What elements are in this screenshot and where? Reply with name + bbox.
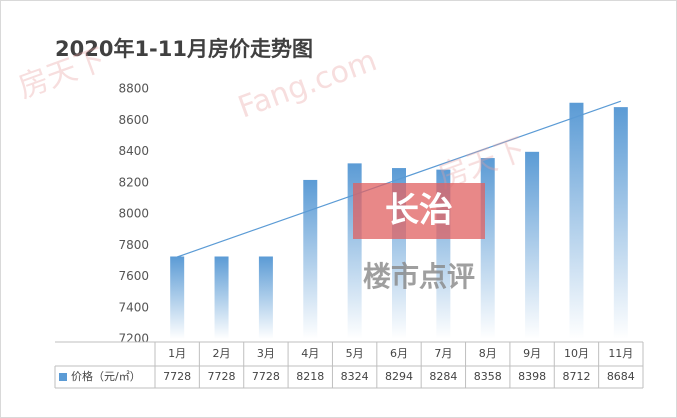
y-tick-label: 7200 — [118, 332, 149, 346]
x-tick-label: 4月 — [301, 347, 319, 360]
table-value: 7728 — [163, 370, 191, 383]
legend-swatch — [59, 373, 67, 381]
y-tick-label: 7800 — [118, 238, 149, 252]
table-value: 8712 — [562, 370, 590, 383]
bar — [170, 256, 185, 339]
watermark-badge: 长治 — [385, 191, 453, 231]
chart-title: 2020年1-11月房价走势图 — [55, 37, 313, 61]
table-value: 8398 — [518, 370, 546, 383]
table-value: 8294 — [385, 370, 413, 383]
table-value: 7728 — [208, 370, 236, 383]
x-tick-label: 1月 — [168, 347, 186, 360]
y-tick-label: 8200 — [118, 175, 149, 189]
bar — [613, 107, 628, 339]
watermark-badge-box — [353, 183, 485, 239]
bar — [525, 151, 540, 339]
table-value: 8324 — [341, 370, 369, 383]
table-value: 7728 — [252, 370, 280, 383]
y-tick-label: 8600 — [118, 113, 149, 127]
x-tick-label: 7月 — [434, 347, 452, 360]
watermark-caption: 楼市点评 — [363, 260, 475, 293]
trendline — [176, 100, 622, 258]
table-value: 8358 — [474, 370, 502, 383]
bar — [303, 179, 318, 339]
table-value: 8218 — [296, 370, 324, 383]
table-value: 8684 — [607, 370, 635, 383]
x-tick-label: 8月 — [479, 347, 497, 360]
y-tick-label: 7400 — [118, 300, 149, 314]
x-tick-label: 3月 — [257, 347, 275, 360]
x-tick-label: 2月 — [213, 347, 231, 360]
bar — [214, 256, 229, 339]
legend-label: 价格（元/㎡） — [71, 369, 141, 383]
x-tick-label: 11月 — [608, 347, 633, 360]
table-value: 8284 — [429, 370, 457, 383]
bar — [258, 256, 273, 339]
y-tick-label: 7600 — [118, 269, 149, 283]
x-tick-label: 6月 — [390, 347, 408, 360]
y-tick-label: 8000 — [118, 207, 149, 221]
y-tick-label: 8400 — [118, 144, 149, 158]
x-tick-label: 5月 — [346, 347, 364, 360]
x-tick-label: 10月 — [564, 347, 589, 360]
bar — [569, 102, 584, 339]
y-tick-label: 8800 — [118, 82, 149, 96]
x-tick-label: 9月 — [523, 347, 541, 360]
